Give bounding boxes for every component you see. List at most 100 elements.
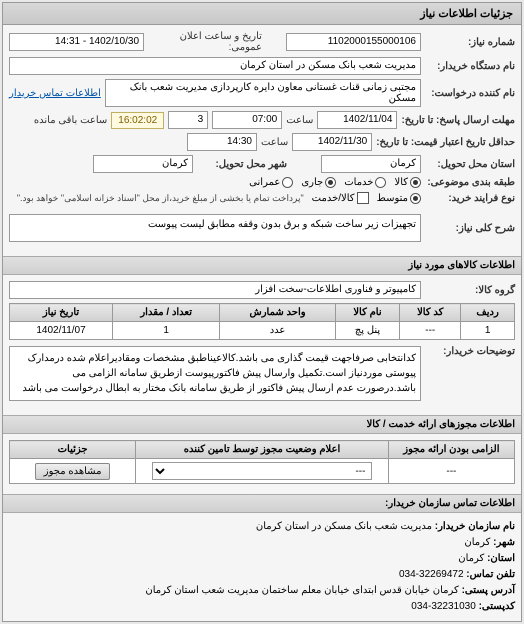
goods-section: گروه کالا: کامپیوتر و فناوری اطلاعات-سخت… [3,275,521,411]
post-label: کدپستی: [479,601,515,612]
radio-jari-label: جاری [301,177,323,188]
req-number-label: شماره نیاز: [425,37,515,48]
phone-value: 32269472-034 [399,569,464,580]
col-status: اعلام وضعیت مجوز توسط تامین کننده [136,441,389,459]
group-field: کامپیوتر و فناوری اطلاعات-سخت افزار [9,281,421,299]
cell-date: 1402/11/07 [10,322,113,340]
phone-label: تلفن تماس: [466,569,515,580]
radio-motavaset-circle [410,193,421,204]
col-date: تاریخ نیاز [10,304,113,322]
radio-khadamat-circle [375,177,386,188]
radio-khadamat[interactable]: خدمات [344,177,386,188]
time-label-1: ساعت [286,115,313,126]
state-value: کرمان [458,553,484,564]
col-mandatory: الزامی بودن ارائه مجوز [388,441,514,459]
table-row: 1 --- پنل پچ عدد 1 1402/11/07 [10,322,515,340]
desc-field: کدانتخابی صرفاجهت قیمت گذاری می باشد.کال… [9,346,421,401]
deadline-send-date: 1402/11/04 [317,111,397,129]
delivery-state: کرمان [321,155,421,173]
post-value: 32231030-034 [411,601,476,612]
panel-title: جزئیات اطلاعات نیاز [3,3,521,25]
budget-radio-group: کالا خدمات جاری عمرانی [249,177,421,188]
cell-actions: مشاهده مجوز [10,459,136,484]
time-label-2: ساعت [261,137,288,148]
need-title-field: تجهیزات زیر ساخت شبکه و برق بدون وقفه مط… [9,214,421,242]
cell-row: 1 [461,322,515,340]
buyer-field: مدیریت شعب بانک مسکن در استان کرمان [9,57,421,75]
col-actions: جزئیات [10,441,136,459]
radio-kala-circle [410,177,421,188]
org-value: مدیریت شعب بانک مسکن در استان کرمان [256,521,432,532]
status-select[interactable]: --- [152,462,373,480]
cell-name: پنل پچ [335,322,400,340]
address-value: کرمان خیابان قدس ابتدای خیابان معلم ساخت… [145,585,458,596]
permits-section-title: اطلاعات مجوزهای ارائه خدمت / کالا [3,415,521,434]
col-code: کد کالا [400,304,461,322]
address-label: آدرس پستی: [462,585,515,596]
remaining-suffix: ساعت باقی مانده [34,115,107,126]
deadline-send-time: 07:00 [212,111,282,129]
city-value: کرمان [464,537,490,548]
remaining-timer: 16:02:02 [111,112,164,129]
price-validity-label: حداقل تاریخ اعتبار قیمت: تا تاریخ: [376,137,515,148]
requester-label: نام کننده درخواست: [425,88,515,99]
budget-class-label: طبقه بندی موضوعی: [425,177,515,188]
org-label: نام سازمان خریدار: [435,521,515,532]
cell-status: --- [136,459,389,484]
delivery-city: کرمان [93,155,193,173]
radio-khadamat-label: خدمات [344,177,373,188]
need-info-section: شماره نیاز: 1102000155000106 تاریخ و ساع… [3,25,521,252]
radio-omrani-circle [282,177,293,188]
col-row: ردیف [461,304,515,322]
footer-section: نام سازمان خریدار: مدیریت شعب بانک مسکن … [3,513,521,621]
col-unit: واحد شمارش [220,304,335,322]
radio-kala-label: کالا [394,177,408,188]
view-permit-button[interactable]: مشاهده مجوز [35,463,111,480]
contact-link[interactable]: اطلاعات تماس خریدار [9,88,101,99]
purchase-radio-group: متوسط کالا/خدمت [312,192,421,204]
price-validity-time: 14:30 [187,133,257,151]
radio-omrani-label: عمرانی [249,177,280,188]
cell-qty: 1 [113,322,220,340]
deadline-send-label: مهلت ارسال پاسخ: تا تاریخ: [401,115,515,126]
price-validity-date: 1402/11/30 [292,133,372,151]
state-label: استان: [487,553,515,564]
need-title-label: شرح کلی نیاز: [425,223,515,234]
table-row: --- --- مشاهده مجوز [10,459,515,484]
announce-label: تاریخ و ساعت اعلان عمومی: [148,31,262,53]
radio-azad[interactable]: کالا/خدمت [312,192,369,204]
group-label: گروه کالا: [425,285,515,296]
permits-table: الزامی بودن ارائه مجوز اعلام وضعیت مجوز … [9,440,515,484]
remaining-days: 3 [168,111,208,129]
requester-field: مجتبی زمانی قنات غستانی معاون دایره کارپ… [105,79,421,107]
permits-header: الزامی بودن ارائه مجوز اعلام وضعیت مجوز … [10,441,515,459]
permits-section: الزامی بودن ارائه مجوز اعلام وضعیت مجوز … [3,434,521,490]
radio-omrani[interactable]: عمرانی [249,177,293,188]
cell-unit: عدد [220,322,335,340]
radio-motavaset[interactable]: متوسط [377,193,421,204]
announce-field: 1402/10/30 - 14:31 [9,33,144,51]
col-name: نام کالا [335,304,400,322]
goods-table: ردیف کد کالا نام کالا واحد شمارش تعداد /… [9,303,515,340]
cell-mandatory: --- [388,459,514,484]
delivery-state-label: استان محل تحویل: [425,159,515,170]
buyer-label: نام دستگاه خریدار: [425,61,515,72]
main-panel: جزئیات اطلاعات نیاز شماره نیاز: 11020001… [2,2,522,622]
radio-kala[interactable]: کالا [394,177,421,188]
goods-table-header: ردیف کد کالا نام کالا واحد شمارش تعداد /… [10,304,515,322]
radio-jari[interactable]: جاری [301,177,336,188]
goods-section-title: اطلاعات کالاهای مورد نیاز [3,256,521,275]
checkbox-azad [357,192,369,204]
req-number-field: 1102000155000106 [286,33,421,51]
col-qty: تعداد / مقدار [113,304,220,322]
radio-motavaset-label: متوسط [377,193,408,204]
purchase-note: "پرداخت تمام یا بخشی از مبلغ خرید،از محل… [17,193,304,204]
footer-section-title: اطلاعات تماس سازمان خریدار: [3,494,521,513]
cell-code: --- [400,322,461,340]
city-label: شهر: [493,537,515,548]
desc-label: توضیحات خریدار: [425,346,515,357]
radio-jari-circle [325,177,336,188]
purchase-type-label: نوع فرایند خرید: [425,193,515,204]
delivery-city-label: شهر محل تحویل: [197,159,287,170]
radio-azad-label: کالا/خدمت [312,193,355,204]
